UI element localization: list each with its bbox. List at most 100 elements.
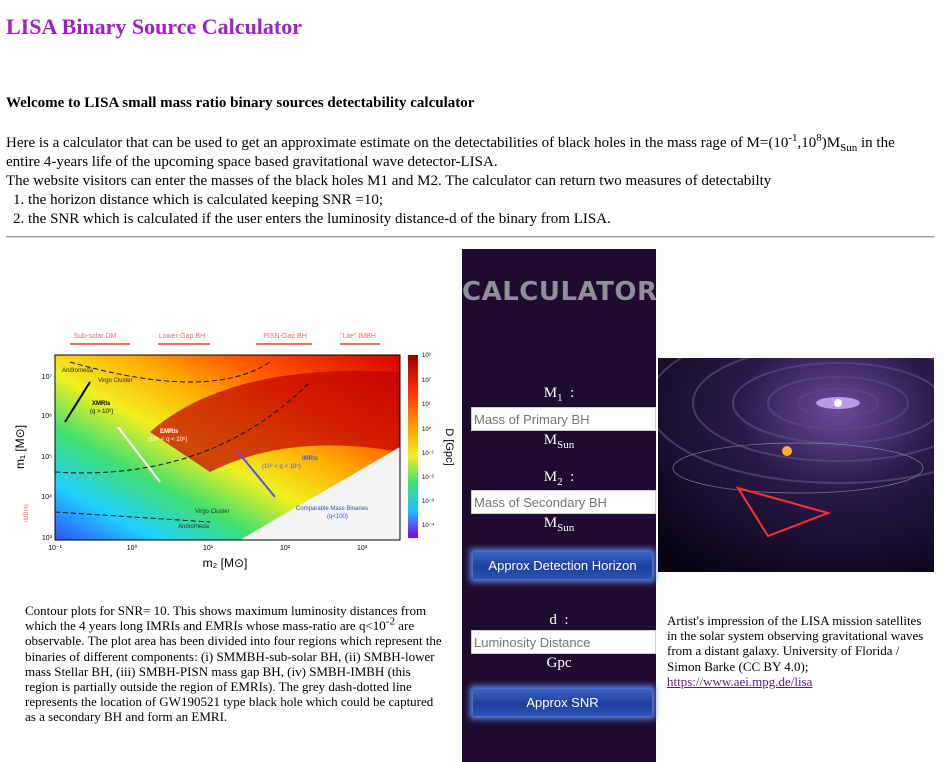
text: Contour plots for SNR= 10. This shows ma… — [25, 603, 427, 634]
annotation: Virgo Cluster — [195, 509, 230, 515]
sun — [782, 446, 792, 456]
d-label: d : — [462, 612, 656, 629]
image-caption: Artist's impression of the LISA mission … — [667, 613, 927, 689]
symbol: M — [543, 432, 558, 448]
subscript: Sun — [840, 142, 858, 154]
x-tick-label: 10⁰ — [127, 544, 138, 552]
list-item: the horizon distance which is calculated… — [28, 191, 926, 210]
m1-unit: MSun — [462, 432, 656, 451]
x-ticks: 10⁻¹ 10⁰ 10¹ 10² 10³ — [48, 544, 368, 552]
colorbar — [408, 355, 418, 538]
separator: : — [570, 385, 575, 401]
subscript: Sun — [557, 439, 575, 451]
orbit — [672, 442, 924, 494]
annotation: (10⁴ < q < 10⁶) — [148, 436, 187, 443]
superscript: 8 — [816, 132, 822, 144]
annotation: Comparable Mass Binaries — [296, 506, 368, 512]
region-label: "Lite" IMBH — [340, 333, 376, 340]
region-label: Sub-solar DM — [74, 333, 117, 340]
annotation: Virgo Cluster — [98, 378, 133, 384]
annotation: (q > 10⁶) — [90, 408, 113, 415]
intro-list: the horizon distance which is calculated… — [6, 191, 926, 229]
horizon-button[interactable]: Approx Detection Horizon — [473, 552, 652, 579]
colorbar-tick-label: 10¹ — [422, 402, 431, 408]
colorbar-tick-label: 10³ — [422, 353, 431, 359]
list-item: the SNR which is calculated if the user … — [28, 210, 926, 229]
colorbar-label: D [Gpc] — [443, 428, 455, 465]
text: are observable. The plot area has been d… — [25, 618, 442, 725]
colorbar-ticks: 10³ 10² 10¹ 10⁰ 10⁻¹ 10⁻² 10⁻³ 10⁻⁴ — [422, 353, 435, 529]
region-label: Lower-Gap BH — [159, 333, 205, 340]
annotations: Andromeda Virgo Cluster XMRIs (q > 10⁶) … — [24, 368, 368, 530]
annotation: Andromeda — [178, 524, 210, 530]
colorbar-tick-label: 10² — [422, 378, 431, 384]
intro-paragraph: Here is a calculator that can be used to… — [6, 132, 926, 172]
y-tick-label: 10⁶ — [41, 413, 52, 420]
subscript: Sun — [557, 522, 575, 534]
y-tick-label: 10⁷ — [42, 374, 53, 381]
y-ticks: 10⁷ 10⁶ 10⁵ 10⁴ 10³ — [41, 374, 52, 542]
galaxy-core — [834, 399, 842, 407]
colorbar-tick-label: 10⁰ — [422, 426, 432, 433]
m1-input[interactable] — [471, 407, 656, 431]
y-tick-label: 10⁴ — [41, 494, 52, 501]
annotation: EMRIs — [160, 429, 179, 435]
annotation: XMRIs — [92, 401, 111, 407]
symbol: M — [543, 515, 558, 531]
d-input[interactable] — [471, 630, 656, 654]
welcome-heading: Welcome to LISA small mass ratio binary … — [6, 95, 475, 111]
divider — [6, 236, 934, 238]
index: 2 — [557, 476, 563, 488]
x-axis-label: m₂ [M⊙] — [203, 556, 248, 570]
symbol: d — [549, 612, 557, 628]
symbol: M — [543, 385, 558, 401]
lisa-illustration — [658, 358, 934, 572]
superscript: -2 — [385, 615, 395, 628]
separator: : — [570, 469, 575, 485]
region-labels: Sub-solar DM Lower-Gap BH PISN-Gap BH "L… — [74, 333, 376, 340]
region-label: PISN-Gap BH — [263, 333, 307, 340]
x-tick-label: 10³ — [357, 545, 368, 552]
page-title: LISA Binary Source Calculator — [6, 14, 303, 39]
separator: : — [564, 612, 569, 628]
text: Here is a calculator that can be used to… — [6, 135, 789, 151]
m1-label: M1 : — [462, 385, 656, 404]
figure-caption: Contour plots for SNR= 10. This shows ma… — [25, 603, 445, 725]
annotation: Andromeda — [62, 368, 94, 374]
intro: Here is a calculator that can be used to… — [6, 132, 926, 229]
lisa-triangle — [735, 486, 832, 538]
x-tick-label: 10¹ — [203, 545, 214, 552]
text: )M — [821, 135, 841, 151]
wave-ripples — [658, 358, 934, 484]
annotation: IMBHs — [24, 504, 30, 522]
colorbar-tick-label: 10⁻³ — [422, 499, 434, 505]
arrow — [237, 451, 276, 498]
axes-frame — [54, 354, 401, 541]
text: in the entire 4-years life of the upcomi… — [6, 135, 895, 170]
x-tick-label: 10² — [280, 545, 291, 552]
text: ,10 — [797, 135, 817, 151]
y-tick-label: 10⁵ — [41, 454, 52, 461]
intro-line: The website visitors can enter the masse… — [6, 173, 772, 189]
annotation: (10² < q < 10⁴) — [262, 463, 301, 470]
caption-link[interactable]: https://www.aei.mpg.de/lisa — [667, 673, 813, 689]
annotation: IMRIs — [302, 456, 319, 462]
colorbar-tick-label: 10⁻² — [422, 475, 434, 481]
symbol: M — [543, 469, 558, 485]
arrow — [117, 426, 161, 483]
x-tick-label: 10⁻¹ — [48, 545, 62, 552]
index: 1 — [557, 392, 563, 404]
space-background — [658, 358, 934, 572]
m2-unit: MSun — [462, 515, 656, 534]
colorbar-tick-label: 10⁻⁴ — [422, 522, 435, 529]
d-unit: Gpc — [546, 655, 572, 671]
contour-figure: Sub-solar DM Lower-Gap BH PISN-Gap BH "L… — [13, 333, 455, 570]
snr-button[interactable]: Approx SNR — [473, 689, 652, 716]
m2-input[interactable] — [471, 490, 656, 514]
calculator-title: CALCULATOR — [462, 277, 658, 307]
calculator-panel: CALCULATOR M1 : MSun M2 : MSun Approx De… — [462, 249, 658, 762]
arrow — [64, 381, 91, 423]
y-axis-label: m₁ [M⊙] — [13, 425, 27, 469]
m2-label: M2 : — [462, 469, 656, 488]
